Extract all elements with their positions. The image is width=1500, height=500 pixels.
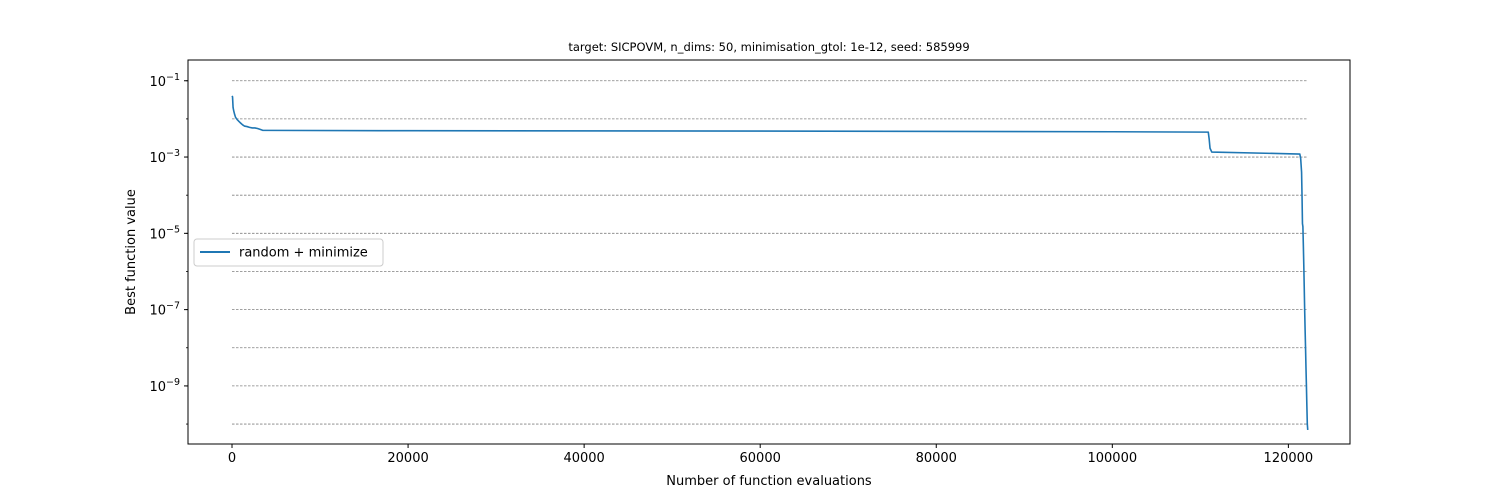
y-tick-label: 10−9 [149,377,180,395]
legend: random + minimize [193,238,384,267]
x-tick-label: 80000 [916,451,957,466]
legend-label: random + minimize [239,246,368,261]
x-tick-label: 100000 [1087,451,1137,466]
plot-frame [187,59,1351,445]
y-tick-label: 10−1 [149,72,180,90]
series-line [231,95,1309,431]
series-layer [231,95,1309,431]
y-axis-label: Best function value [124,189,139,315]
legend-box [193,238,384,267]
x-tick-label: 60000 [740,451,781,466]
chart-title: target: SICPOVM, n_dims: 50, minimisatio… [568,40,969,54]
x-axis-label: Number of function evaluations [666,474,872,489]
y-tick-label: 10−3 [149,148,180,166]
x-tick-label: 40000 [563,451,604,466]
x-tick-label: 0 [228,451,236,466]
x-tick-label: 120000 [1264,451,1314,466]
x-axis: 0 20000 40000 60000 80000 100000 120000 [228,444,1313,466]
y-tick-label: 10−7 [149,301,180,319]
x-tick-label: 20000 [387,451,428,466]
y-axis: 10−1 10−3 10−5 10−7 10−9 [149,72,188,425]
y-tick-label: 10−5 [149,224,180,242]
grid-layer [232,80,1308,425]
